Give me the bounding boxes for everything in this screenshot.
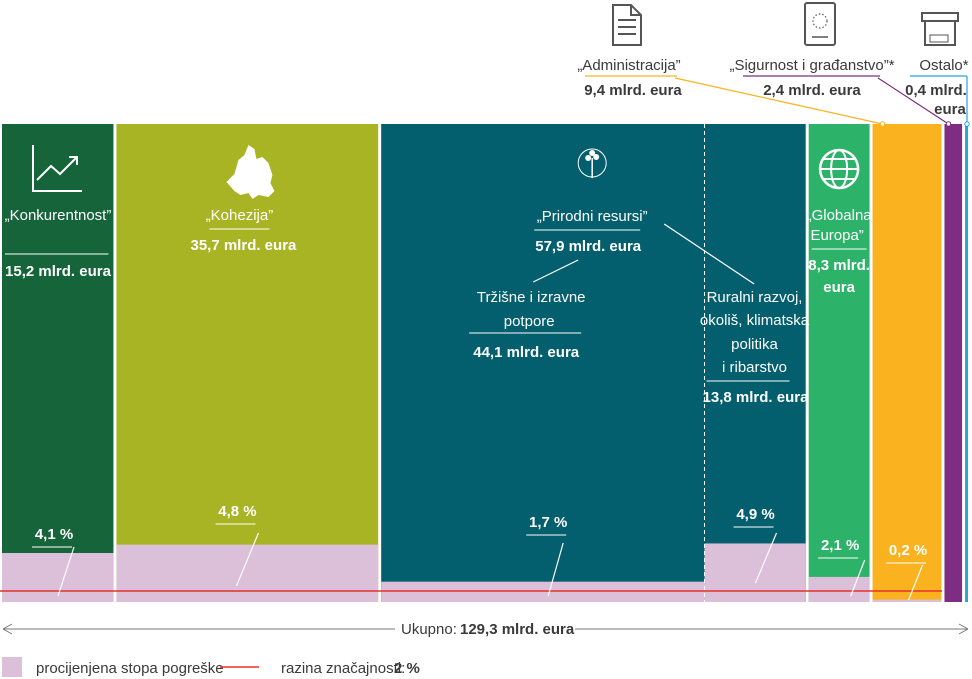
bar-3	[808, 124, 870, 602]
subcategory-label-ruralni: okoliš, klimatska	[700, 312, 810, 329]
value-label-prirodni-resursi: 57,9 mlrd. eura	[535, 238, 642, 255]
value-label-sigurnost: 2,4 mlrd. eura	[763, 82, 861, 99]
growth-chart-icon	[32, 145, 82, 192]
error-leader-ruralni	[754, 532, 778, 584]
error-label-ruralni: 4,9 %	[736, 506, 774, 523]
bar-4	[872, 124, 942, 602]
value-label-administracija: 9,4 mlrd. eura	[584, 82, 682, 99]
misc-box-icon-tag	[929, 34, 949, 43]
category-label-administracija: „Administracija”	[577, 57, 680, 74]
growth-chart-axis	[32, 145, 82, 192]
misc-box-icon-lid	[921, 12, 959, 22]
error-band-konkurentnost	[2, 553, 114, 602]
leader-sigurnost	[877, 77, 949, 125]
legend-label-error-rate: procijenjena stopa pogreške	[36, 660, 224, 677]
tree-icon-leaf	[589, 150, 596, 156]
subcategory-label-ruralni: politika	[731, 336, 778, 353]
connector-prirodni-ruralni	[663, 223, 755, 285]
error-label-trzisne: 1,7 %	[529, 514, 567, 531]
bar-1	[116, 124, 379, 602]
bar-6	[965, 124, 968, 602]
error-label-konkurentnost: 4,1 %	[35, 526, 73, 543]
total-axis-right-arrow	[958, 623, 969, 635]
tree-icon-leaf	[585, 155, 592, 161]
category-label-prirodni-resursi: „Prirodni resursi”	[537, 208, 648, 225]
error-leader-kohezija	[235, 532, 259, 587]
eu-map-icon	[226, 145, 275, 199]
legend-value-materiality: 2 %	[394, 660, 420, 677]
eu-passport-icon	[804, 2, 836, 46]
error-band-ruralni-razvoj	[704, 543, 806, 602]
misc-box-icon	[921, 12, 959, 46]
connector-prirodni-trzisne	[532, 259, 579, 283]
value-label-konkurentnost: 15,2 mlrd. eura	[5, 263, 112, 280]
passport-icon-cover	[804, 2, 836, 46]
total-axis-left-arrow	[2, 623, 13, 635]
category-label-konkurentnost: „Konkurentnost”	[5, 207, 112, 224]
value-label-ostalo: eura	[934, 101, 966, 118]
error-band-trzisne-potpore	[381, 581, 705, 602]
leader-dot-ostalo	[964, 121, 970, 127]
value-label-kohezija: 35,7 mlrd. eura	[190, 237, 297, 254]
subcategory-label-trzisne: potpore	[504, 313, 555, 330]
category-label-kohezija: „Kohezija”	[206, 207, 274, 224]
bar-0	[2, 124, 114, 602]
overlay-layer	[0, 543, 942, 602]
growth-chart-line	[36, 157, 77, 181]
error-band-administracija	[872, 599, 942, 602]
subcategory-label-ruralni: i ribarstvo	[722, 359, 787, 376]
error-label-administracija: 0,2 %	[889, 542, 927, 559]
misc-box-icon-body	[924, 20, 956, 46]
total-label: Ukupno:	[401, 621, 457, 638]
legend-label-materiality: razina značajnosti:	[281, 660, 405, 677]
leader-dot-administracija	[879, 121, 886, 127]
error-band-kohezija	[116, 544, 379, 602]
legend-swatch-error-rate	[2, 657, 22, 677]
bar-2	[381, 124, 806, 602]
leader-administracija	[674, 77, 883, 125]
category-label-globalna-europa: Europa”	[810, 227, 863, 244]
error-band-globalna-europa	[808, 576, 870, 602]
globe-icon	[818, 148, 860, 190]
subcategory-label-ruralni: Ruralni razvoj,	[707, 289, 803, 306]
bars-layer	[2, 124, 968, 602]
value-label-ostalo: 0,4 mlrd.	[905, 82, 967, 99]
labels-layer: „Konkurentnost” 15,2 mlrd. eura 4,1 % „Kohe…	[2, 57, 970, 677]
error-leader-globalna-europa	[850, 559, 866, 597]
bar-5	[944, 124, 963, 602]
passport-icon-stars	[812, 13, 828, 29]
error-leader-administracija	[907, 564, 924, 601]
growth-chart-arrow	[69, 156, 78, 165]
subcategory-label-trzisne: Tržišne i izravne	[477, 289, 586, 306]
error-leader-konkurentnost	[57, 546, 75, 597]
total-value: 129,3 mlrd. eura	[460, 621, 575, 638]
value-label-globalna-europa: 8,3 mlrd.	[808, 257, 870, 274]
category-label-globalna-europa: „Globalna	[807, 207, 873, 224]
icons-layer	[32, 2, 959, 199]
value-label-ruralni: 13,8 mlrd. eura	[703, 389, 810, 406]
leader-dot-sigurnost	[945, 121, 952, 127]
value-label-globalna-europa: eura	[823, 279, 855, 296]
error-label-globalna-europa: 2,1 %	[821, 537, 859, 554]
value-label-trzisne: 44,1 mlrd. eura	[473, 344, 580, 361]
document-icon-fold	[630, 5, 641, 16]
error-leader-trzisne	[547, 542, 564, 597]
document-icon-page	[612, 4, 642, 46]
tree-icon-leaf	[593, 154, 600, 160]
category-label-sigurnost: „Sigurnost i građanstvo”*	[729, 57, 894, 74]
document-icon	[612, 4, 642, 46]
category-label-ostalo: Ostalo*	[919, 57, 968, 74]
error-label-kohezija: 4,8 %	[218, 503, 256, 520]
tree-icon	[577, 148, 607, 178]
